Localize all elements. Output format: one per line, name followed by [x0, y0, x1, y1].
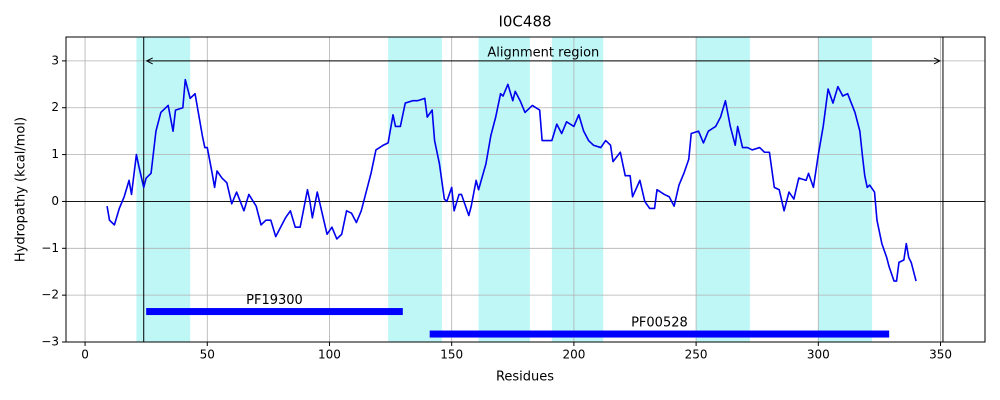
y-tick-label: 1 [51, 147, 59, 161]
chart-title: I0C488 [498, 13, 551, 31]
highlight-span [136, 37, 191, 342]
y-tick-label: 0 [51, 194, 59, 208]
x-tick-label: 150 [440, 348, 463, 362]
highlight-span [478, 37, 530, 342]
plot-frame [65, 36, 986, 343]
y-tick-label: 2 [51, 100, 59, 114]
y-tick-label: −2 [41, 288, 59, 302]
domain-label: PF19300 [246, 293, 303, 308]
arrow-head [145, 57, 153, 65]
y-tick-label: −1 [41, 241, 59, 255]
domain-bar [146, 308, 403, 316]
x-tick-label: 350 [929, 348, 952, 362]
domain-label: PF00528 [631, 316, 688, 331]
y-tick-label: −3 [41, 335, 59, 349]
x-tick-label: 100 [318, 348, 341, 362]
highlight-span [818, 37, 873, 342]
domain-bar [429, 330, 890, 338]
hydropathy-line [106, 78, 917, 282]
x-tick-label: 250 [685, 348, 708, 362]
x-tick-label: 300 [807, 348, 830, 362]
arrow-head [933, 57, 942, 65]
y-axis-label: Hydropathy (kcal/mol) [14, 117, 29, 262]
highlight-span [388, 37, 442, 342]
x-tick-label: 0 [81, 348, 89, 362]
y-tick-label: 3 [51, 53, 59, 67]
highlight-span [551, 37, 604, 342]
annotation-label: Alignment region [487, 45, 599, 60]
x-tick-label: 50 [200, 348, 215, 362]
highlight-span [696, 37, 750, 342]
x-tick-label: 200 [562, 348, 585, 362]
x-axis-label: Residues [496, 370, 554, 385]
